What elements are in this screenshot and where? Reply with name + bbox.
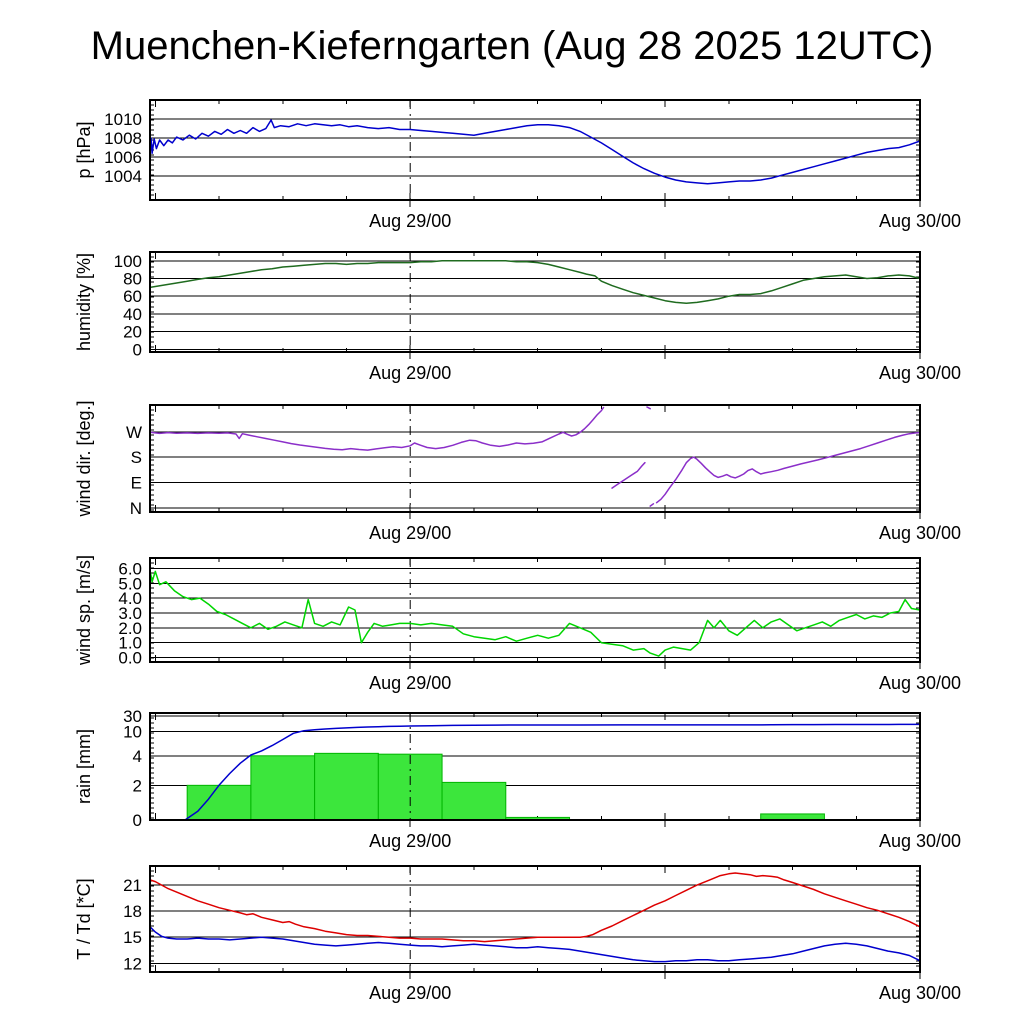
rain-bar bbox=[377, 753, 443, 821]
y-tick-label: 21 bbox=[123, 876, 142, 895]
x-tick-label: Aug 30/00 bbox=[879, 983, 961, 1003]
panel-frame bbox=[149, 251, 921, 353]
rain-bar bbox=[314, 752, 379, 821]
y-tick-label: 0 bbox=[133, 340, 142, 359]
y-tick-label: 5.0 bbox=[118, 574, 142, 593]
panel-frame bbox=[149, 712, 921, 821]
y-tick-label: 2 bbox=[133, 776, 142, 795]
x-tick-label: Aug 30/00 bbox=[879, 523, 961, 543]
y-tick-label: 0 bbox=[133, 811, 142, 830]
y-axis-label: p [hPa] bbox=[74, 121, 94, 178]
y-tick-label: 80 bbox=[123, 270, 142, 289]
y-axis-label: rain [mm] bbox=[74, 729, 94, 804]
humidity-line bbox=[149, 260, 921, 305]
y-tick-label: 4.0 bbox=[118, 589, 142, 608]
y-tick-label: 1006 bbox=[104, 148, 142, 167]
y-tick-label: E bbox=[131, 473, 142, 492]
y-tick-label: 15 bbox=[123, 928, 142, 947]
panel-frame bbox=[149, 99, 921, 201]
y-tick-label: 1004 bbox=[104, 167, 142, 186]
temperature-line bbox=[149, 872, 921, 943]
y-tick-label: 4 bbox=[133, 747, 142, 766]
dewpoint-line bbox=[149, 926, 921, 963]
y-tick-label: 20 bbox=[123, 323, 142, 342]
x-tick-label: Aug 30/00 bbox=[879, 363, 961, 383]
y-tick-label: 1.0 bbox=[118, 634, 142, 653]
panel-wind-speed: 0.01.02.03.04.05.06.0 Aug 29/00 Aug 30/00 w… bbox=[74, 555, 961, 693]
y-tick-label: 0.0 bbox=[118, 649, 142, 668]
y-tick-label: 18 bbox=[123, 902, 142, 921]
y-tick-label: 60 bbox=[123, 287, 142, 306]
y-tick-label: 10 bbox=[123, 722, 142, 741]
rain-bars bbox=[186, 752, 825, 821]
wind-speed-line bbox=[149, 569, 921, 657]
y-axis-label: wind dir. [deg.] bbox=[74, 400, 94, 517]
y-tick-label: 30 bbox=[123, 707, 142, 726]
rain-bar bbox=[250, 755, 316, 821]
y-tick-label: 1010 bbox=[104, 110, 142, 129]
y-tick-label: 3.0 bbox=[118, 604, 142, 623]
panel-temperature: 12 15 18 21 Aug 29/00 Aug 30/00 T / Td [*C] bbox=[74, 865, 961, 1003]
y-axis-label: T / Td [*C] bbox=[74, 878, 94, 959]
x-tick-label: Aug 29/00 bbox=[369, 831, 451, 851]
y-tick-label: 2.0 bbox=[118, 619, 142, 638]
x-tick-label: Aug 29/00 bbox=[369, 673, 451, 693]
y-tick-label: 12 bbox=[123, 954, 142, 973]
y-tick-label: N bbox=[130, 499, 142, 518]
x-tick-label: Aug 30/00 bbox=[879, 673, 961, 693]
y-tick-label: 1008 bbox=[104, 129, 142, 148]
y-tick-label: W bbox=[126, 423, 142, 442]
pressure-line bbox=[149, 119, 921, 185]
y-tick-label: 6.0 bbox=[118, 559, 142, 578]
y-axis-label: wind sp. [m/s] bbox=[74, 555, 94, 666]
x-tick-label: Aug 30/00 bbox=[879, 831, 961, 851]
y-tick-label: 40 bbox=[123, 305, 142, 324]
panel-frame bbox=[149, 404, 921, 513]
y-axis-label: humidity [%] bbox=[74, 253, 94, 351]
x-tick-label: Aug 29/00 bbox=[369, 363, 451, 383]
x-tick-label: Aug 29/00 bbox=[369, 211, 451, 231]
panel-frame bbox=[149, 865, 921, 973]
rain-bar bbox=[186, 784, 252, 821]
x-tick-label: Aug 29/00 bbox=[369, 983, 451, 1003]
rain-bar bbox=[441, 781, 507, 821]
chart-title: Muenchen-Kieferngarten (Aug 28 2025 12UT… bbox=[90, 24, 934, 68]
y-tick-label: S bbox=[131, 448, 142, 467]
x-tick-label: Aug 29/00 bbox=[369, 523, 451, 543]
y-tick-label: 100 bbox=[114, 252, 142, 271]
rain-bar bbox=[760, 813, 825, 821]
x-tick-label: Aug 30/00 bbox=[879, 211, 961, 231]
panel-frame bbox=[149, 557, 921, 663]
rain-cumulative-line bbox=[149, 723, 921, 821]
wind-direction-line bbox=[149, 406, 921, 507]
